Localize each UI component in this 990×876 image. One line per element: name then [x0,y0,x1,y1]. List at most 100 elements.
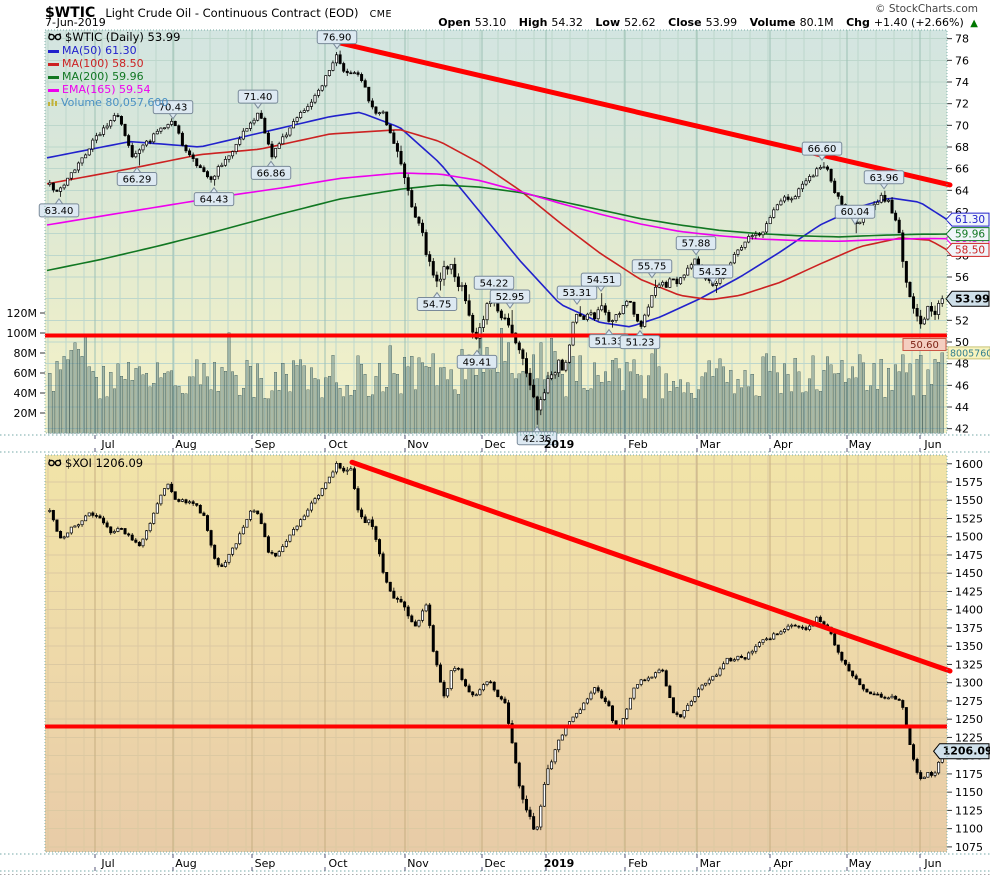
y-tick-label: 1300 [955,677,983,690]
panel-border [44,454,948,853]
y-tick-label: 1225 [955,731,983,744]
axis-price-tag [945,290,990,307]
chart-header: $WTIC Light Crude Oil - Continuous Contr… [0,0,990,30]
volume-scale-label: 40M [14,387,38,400]
date-axis: Jul Aug Sep Oct Nov Dec 2019 Feb Mar Apr May Jun [0,434,990,453]
volume-label: Volume [749,16,796,29]
callout-box [489,289,531,304]
callout-box [580,272,622,287]
month-label: Sep [255,857,276,870]
y-tick-label: 44 [955,401,969,414]
y-tick-label: 76 [955,54,969,67]
y-tick-label: 1450 [955,567,983,580]
y-tick-label: 1350 [955,640,983,653]
panel-border [44,29,948,434]
callout-text: 66.60 [808,144,837,155]
month-label: Aug [175,438,196,451]
callout-box [416,297,458,312]
callout-text: 54.22 [480,278,509,289]
stats-row: 7-Jun-2019 Open 53.10 High 54.32 Low 52.62 … [45,16,985,29]
y-tick-label: 64 [955,184,969,197]
y-tick-label: 1375 [955,622,983,635]
y-tick-label: 52 [955,314,969,327]
high-value: 54.32 [551,16,583,29]
callout-box [456,354,498,369]
callout-box [556,285,598,300]
right-axis: 1075110011251150117512001225125012751300… [947,458,983,854]
y-tick-label: 46 [955,379,969,392]
month-label: 2019 [544,438,575,451]
y-tick-label: 1600 [955,458,983,471]
y-tick-label: 1075 [955,841,983,854]
callout-box [152,100,194,115]
volume-scale-label: 100M [7,327,38,340]
date-axis: Jul Aug Sep Oct Nov Dec 2019 Feb Mar Apr May Jun [0,853,990,872]
hline-label-text: 50.60 [910,340,939,351]
callout-box [619,335,661,350]
callout-box [692,264,734,279]
chg-label: Chg [846,16,870,29]
axis-price-tag [945,212,990,227]
chart-date: 7-Jun-2019 [45,16,106,29]
y-tick-label: 48 [955,358,969,371]
volume-tag-text: 80057600 [950,348,990,359]
y-tick-label: 1525 [955,512,983,525]
callout-text: 55.75 [638,262,667,273]
callout-text: 52.95 [496,292,525,303]
open-label: Open [438,16,471,29]
candles [48,50,944,425]
month-label: Nov [407,857,429,870]
chg-value: +1.40 (+2.66%) [873,16,964,29]
callout-box [863,170,905,185]
callout-text: 76.90 [323,33,352,44]
volume-scale-label: 20M [14,407,38,420]
y-tick-label: 1325 [955,658,983,671]
y-tick-label: 1575 [955,476,983,489]
month-label: Apr [773,857,793,870]
callout-text: 42.36 [523,434,552,445]
volume-bars [48,328,944,434]
callout-box [473,275,515,290]
callout-box [631,259,673,274]
y-tick-label: 1250 [955,713,983,726]
callout-text: 54.75 [423,300,452,311]
close-value: 53.99 [705,16,738,29]
change-up-arrow-icon: ▲ [970,18,978,29]
month-label: Jul [100,438,114,451]
copyright: © StockCharts.com [875,3,978,15]
y-tick-label: 1100 [955,823,983,836]
y-tick-label: 70 [955,119,969,132]
callout-text: 51.33 [595,337,624,348]
callout-box [516,431,558,446]
y-tick-label: 72 [955,98,969,111]
volume-scale-label: 60M [14,367,38,380]
callout-text: 63.96 [870,173,899,184]
axis-price-tag-text: 1206.09 [943,745,990,758]
high-label: High [518,16,548,29]
axis-price-tag-text: 53.99 [955,292,990,305]
y-tick-label: 1150 [955,786,983,799]
callout-box [834,204,876,219]
trend-line [349,459,953,674]
y-tick-label: 66 [955,163,969,176]
overlay-line-1 [46,129,948,301]
y-tick-label: 1275 [955,695,983,708]
y-tick-label: 74 [955,76,969,89]
trend-line [337,40,953,188]
callout-text: 66.86 [257,168,286,179]
title-row: $WTIC Light Crude Oil - Continuous Contr… [45,2,985,21]
y-tick-label: 1175 [955,768,983,781]
callout-box [116,172,158,187]
volume-value: 80.1M [799,16,834,29]
month-label: 2019 [544,857,575,870]
callout-box [250,165,292,180]
y-tick-label: 1500 [955,531,983,544]
callout-box [316,30,358,45]
callout-text: 54.52 [699,267,728,278]
callout-text: 66.29 [123,175,152,186]
month-label: Oct [328,857,348,870]
month-label: Apr [773,438,793,451]
month-label: Sep [255,438,276,451]
